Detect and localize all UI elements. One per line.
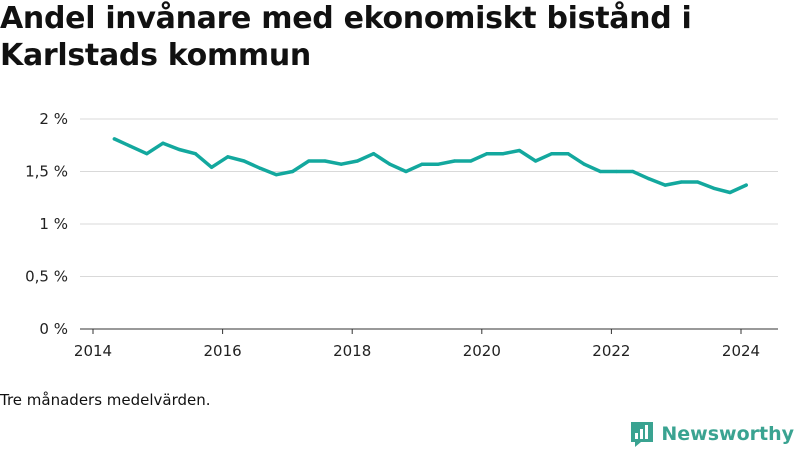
data-point <box>290 169 295 174</box>
data-point <box>323 159 327 163</box>
data-point <box>469 159 473 163</box>
data-point <box>533 159 538 163</box>
data-point <box>728 190 732 195</box>
brand-logo: Newsworthy <box>629 420 794 448</box>
data-point <box>371 152 376 156</box>
data-point <box>631 169 635 174</box>
data-point <box>614 169 619 174</box>
data-point <box>128 144 133 148</box>
y-axis-tick-labels: 0 % 0,5 % 1 % 1,5 % 2 % <box>25 110 68 338</box>
y-tick-label: 0 % <box>39 320 68 338</box>
data-point <box>420 162 424 166</box>
data-point <box>388 162 392 166</box>
data-point <box>274 173 278 177</box>
data-point <box>161 141 165 145</box>
y-tick-label: 2 % <box>39 110 68 128</box>
data-point <box>112 137 116 141</box>
data-point <box>598 169 602 174</box>
data-point <box>744 183 748 187</box>
data-point <box>145 152 149 156</box>
y-tick-label: 0,5 % <box>25 268 68 286</box>
x-axis-ticks: 2014 2016 2018 2020 2022 2024 <box>74 329 760 360</box>
data-point <box>436 162 440 166</box>
data-point <box>550 152 554 156</box>
data-point <box>663 183 667 187</box>
data-point <box>177 147 181 152</box>
series-line <box>112 137 748 195</box>
data-point <box>404 169 408 174</box>
data-point <box>695 180 700 184</box>
data-point <box>242 159 246 163</box>
data-point <box>517 148 521 153</box>
grid-lines <box>80 118 778 277</box>
brand-name: Newsworthy <box>661 423 794 445</box>
x-tick-label: 2022 <box>592 342 630 360</box>
data-point <box>307 159 311 163</box>
x-tick-label: 2018 <box>333 342 371 360</box>
newsworthy-logo-icon <box>631 422 654 447</box>
data-point <box>355 159 359 163</box>
data-point <box>258 166 262 170</box>
x-tick-label: 2024 <box>722 342 760 360</box>
chart-title: Andel invånare med ekonomiskt bistånd i … <box>0 1 692 73</box>
data-point <box>679 180 683 184</box>
data-point <box>339 162 343 166</box>
data-point <box>712 186 716 190</box>
data-point <box>485 152 489 156</box>
y-tick-label: 1 % <box>39 215 68 233</box>
data-point <box>452 159 457 163</box>
y-tick-label: 1,5 % <box>25 163 68 181</box>
data-point <box>226 155 230 159</box>
data-points <box>112 137 748 195</box>
data-point <box>209 165 214 169</box>
data-point <box>647 177 651 181</box>
data-point <box>566 152 570 156</box>
data-point <box>501 152 505 156</box>
data-point <box>582 162 586 166</box>
line-chart: 0 % 0,5 % 1 % 1,5 % 2 % 2014 2016 2018 2020 2022… <box>25 110 778 360</box>
data-point <box>193 152 197 156</box>
x-tick-label: 2016 <box>204 342 242 360</box>
x-tick-label: 2014 <box>74 342 112 360</box>
footnote: Tre månaders medelvärden. <box>0 391 211 409</box>
x-tick-label: 2020 <box>463 342 501 360</box>
